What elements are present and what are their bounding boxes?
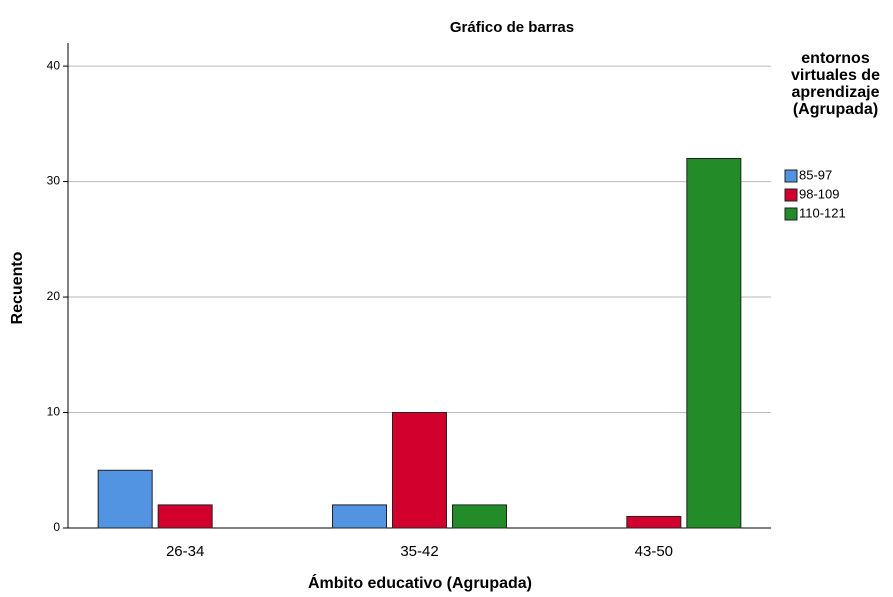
y-tick-label: 20 [47, 289, 61, 303]
bar [452, 504, 507, 529]
legend-label: 85-97 [799, 167, 832, 182]
x-axis-label: Ámbito educativo (Agrupada) [308, 573, 532, 592]
legend-label: 98-109 [799, 186, 839, 201]
bar [626, 515, 682, 529]
bar [392, 412, 447, 529]
legend-swatch [784, 207, 798, 221]
legend-title: entornos virtuales de aprendizaje (Agrup… [791, 50, 880, 118]
y-tick-label: 30 [47, 174, 61, 188]
y-tick-label: 0 [53, 520, 60, 534]
y-tick-label: 40 [47, 58, 61, 72]
legend-label: 110-121 [799, 205, 846, 220]
y-tick-label: 10 [47, 405, 61, 419]
bar [332, 504, 387, 529]
x-tick-label: 26-34 [166, 543, 204, 560]
legend-swatch [784, 188, 798, 202]
bar [686, 157, 742, 529]
legend-swatch [784, 169, 798, 183]
x-tick-label: 43-50 [635, 543, 673, 560]
y-axis-label: Recuento [9, 251, 26, 324]
x-tick-label: 35-42 [400, 543, 438, 560]
bar [97, 469, 153, 529]
bar [157, 504, 213, 529]
chart-title: Gráfico de barras [450, 19, 574, 36]
